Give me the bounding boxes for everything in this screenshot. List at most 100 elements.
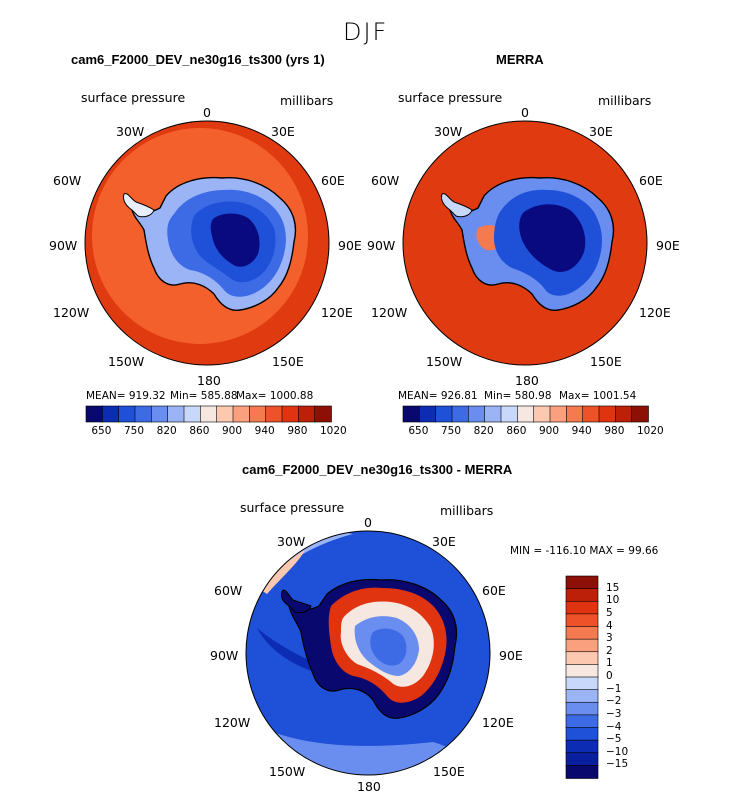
colorbar-swatch: [151, 405, 169, 423]
panel2-lon-90e: 90E: [656, 238, 680, 253]
colorbar-swatch: [118, 405, 136, 423]
colorbar-swatch: [533, 405, 551, 423]
colorbar-tick-label: 1020: [320, 425, 347, 437]
panel3-lon-60w: 60W: [214, 583, 243, 598]
colorbar-swatch: [565, 638, 599, 653]
panel1-units-label: millibars: [280, 93, 334, 108]
panel3-lon-150w: 150W: [269, 764, 306, 779]
colorbar-swatch: [615, 405, 633, 423]
panel3-colorbar: [565, 575, 599, 779]
colorbar-swatch: [216, 405, 234, 423]
panel3-warm-patch: [261, 550, 305, 594]
panel3-lon-90e: 90E: [499, 648, 523, 663]
colorbar-tick-label: 3: [606, 632, 613, 645]
panel2-lon-120w: 120W: [371, 305, 408, 320]
colorbar-swatch: [402, 405, 421, 423]
panel1-lon-180: 180: [197, 373, 221, 388]
panel3-lon-150e: 150E: [433, 764, 465, 779]
panel2-lon-90w: 90W: [367, 238, 396, 253]
panel3-lon-180: 180: [357, 779, 381, 794]
panel2-variable-label: surface pressure: [398, 90, 503, 105]
colorbar-tick-label: −2: [606, 695, 622, 708]
colorbar-tick-label: 5: [606, 606, 613, 619]
colorbar-swatch: [565, 739, 599, 754]
colorbar-tick-label: 900: [222, 425, 243, 437]
panel1-lon-90w: 90W: [49, 238, 78, 253]
panel1-mean: MEAN= 919.32: [86, 390, 166, 402]
colorbar-tick-label: −10: [606, 745, 629, 758]
panel3-lon-120w: 120W: [214, 715, 251, 730]
colorbar-tick-label: 0: [606, 670, 613, 682]
colorbar-swatch: [565, 651, 599, 666]
colorbar-swatch: [549, 405, 568, 423]
colorbar-swatch: [565, 575, 599, 590]
colorbar-tick-label: 980: [604, 425, 625, 437]
panel3-title: cam6_F2000_DEV_ne30g16_ts300 - MERRA: [242, 462, 513, 477]
colorbar-swatch: [167, 405, 185, 423]
colorbar-swatch: [598, 405, 617, 423]
panel1-lon-0: 0: [203, 105, 211, 120]
panel2-colorbar: [402, 405, 649, 423]
colorbar-tick-label: 15: [606, 581, 620, 594]
colorbar-swatch: [85, 405, 104, 423]
colorbar-tick-label: 980: [287, 425, 308, 437]
colorbar-tick-label: 750: [441, 425, 462, 437]
panel2-lon-150e: 150E: [590, 354, 622, 369]
colorbar-swatch: [468, 405, 486, 423]
panel1-variable-label: surface pressure: [81, 90, 186, 105]
colorbar-swatch: [565, 626, 599, 640]
colorbar-swatch: [565, 689, 599, 704]
colorbar-swatch: [565, 676, 599, 691]
panel2-max: Max= 1001.54: [559, 390, 637, 402]
panel1-lon-60e: 60E: [321, 173, 345, 188]
colorbar-swatch: [419, 405, 437, 423]
colorbar-swatch: [565, 727, 599, 741]
panel3-lon-30e: 30E: [432, 534, 456, 549]
colorbar-tick-label: 4: [606, 619, 613, 632]
panel1-map: [84, 120, 330, 366]
panel1-colorbar: [85, 405, 332, 423]
colorbar-swatch: [565, 664, 599, 678]
figure-title: DJF: [343, 18, 389, 46]
colorbar-swatch: [200, 405, 218, 423]
panel1-antarctica-core: [210, 213, 260, 267]
colorbar-swatch: [565, 600, 599, 615]
panel3-units-label: millibars: [440, 503, 494, 518]
colorbar-tick-label: 940: [571, 425, 592, 437]
panel1-lon-60w: 60W: [53, 173, 82, 188]
colorbar-swatch: [232, 405, 251, 423]
panel2-units-label: millibars: [598, 93, 652, 108]
colorbar-tick-label: 750: [124, 425, 145, 437]
colorbar-swatch: [134, 405, 153, 423]
colorbar-swatch: [298, 405, 316, 423]
panel1-peninsula: [123, 193, 155, 218]
panel1-lon-120w: 120W: [53, 305, 90, 320]
panel1-lon-30w: 30W: [116, 124, 145, 139]
panel3-lon-90w: 90W: [210, 648, 239, 663]
panel3-minmax: MIN = -116.10 MAX = 99.66: [510, 545, 659, 557]
panel3-lon-30w: 30W: [277, 534, 306, 549]
panel1-lon-30e: 30E: [271, 124, 295, 139]
colorbar-swatch: [183, 405, 202, 423]
panel2-antarctica-core: [519, 204, 586, 272]
panel2-lon-30w: 30W: [434, 124, 463, 139]
colorbar-swatch: [249, 405, 267, 423]
colorbar-tick-label: −3: [606, 707, 622, 720]
panel2-min: Min= 580.98: [484, 390, 552, 402]
panel2-mean: MEAN= 926.81: [398, 390, 478, 402]
colorbar-swatch: [565, 714, 599, 729]
colorbar-swatch: [565, 701, 599, 716]
panel1-lon-150w: 150W: [108, 354, 145, 369]
colorbar-swatch: [314, 405, 332, 423]
panel2-peninsula: [441, 193, 473, 218]
colorbar-swatch: [565, 588, 599, 603]
colorbar-tick-label: −1: [606, 682, 622, 695]
colorbar-swatch: [265, 405, 283, 423]
colorbar-tick-label: 860: [189, 425, 210, 437]
colorbar-swatch: [281, 405, 300, 423]
panel2-lon-180: 180: [515, 373, 539, 388]
panel1-lon-120e: 120E: [321, 305, 353, 320]
colorbar-swatch: [484, 405, 502, 423]
colorbar-swatch: [565, 613, 599, 628]
panel2-lon-60e: 60E: [639, 173, 663, 188]
